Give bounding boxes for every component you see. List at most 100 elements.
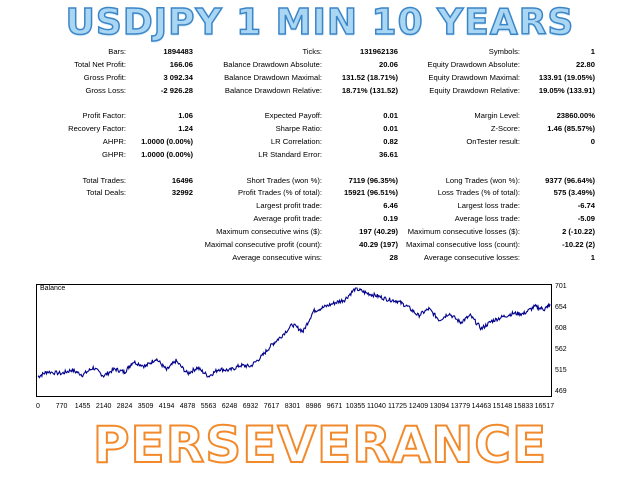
x-tick-label: 8301: [284, 403, 301, 410]
stat-label: Gross Loss:: [85, 85, 126, 95]
balance-chart-frame: [36, 284, 552, 397]
stat-label: Sharpe Ratio:: [275, 124, 322, 134]
stat-label: Equity Drawdown Relative:: [429, 85, 520, 95]
stat-value: 575 (3.49%): [553, 188, 595, 198]
stat-value: -2 926.28: [160, 85, 193, 95]
stat-label: Largest loss trade:: [457, 201, 520, 211]
stat-label: Maximum consecutive losses ($):: [407, 226, 520, 236]
stat-value: 133.91 (19.05%): [538, 72, 595, 82]
x-tick-label: 6932: [242, 403, 259, 410]
stat-value: -10.22 (2): [562, 239, 595, 249]
x-tick-label: 11725: [387, 403, 407, 410]
stat-value: 3 092.34: [163, 72, 193, 82]
stat-value: 22.80: [575, 59, 595, 69]
y-tick-label: 701: [555, 283, 567, 290]
stat-label: OnTester result:: [466, 136, 520, 146]
stat-value: 197 (40.29): [359, 226, 398, 236]
x-tick-label: 14463: [471, 403, 492, 410]
x-tick-label: 6248: [221, 403, 238, 410]
x-tick-label: 4878: [179, 403, 196, 410]
stat-label: LR Standard Error:: [258, 149, 322, 159]
x-tick-label: 10355: [345, 403, 366, 410]
stat-label: Profit Factor:: [82, 111, 126, 121]
stat-label: Maximal consecutive loss (count):: [406, 239, 520, 249]
stat-label: Balance Drawdown Absolute:: [223, 59, 322, 69]
stat-value: 0.01: [383, 124, 398, 134]
x-tick-label: 15148: [492, 403, 513, 410]
stat-value: 1.0000 (0.00%): [141, 149, 193, 159]
stat-value: 131962136: [359, 47, 398, 56]
stat-label: LR Correlation:: [270, 136, 322, 146]
stat-value: 15921 (96.51%): [343, 188, 398, 198]
stat-value: 131.52 (18.71%): [341, 72, 398, 82]
stat-value: 1.46 (85.57%): [547, 124, 595, 134]
stat-label: Expected Payoff:: [264, 111, 322, 121]
x-tick-label: 3509: [137, 403, 154, 410]
stat-label: Ticks:: [302, 47, 322, 56]
y-tick-label: 654: [555, 304, 567, 312]
stat-label: Balance Drawdown Relative:: [224, 85, 322, 95]
stat-label: GHPR:: [101, 149, 126, 159]
stat-label: Balance Drawdown Maximal:: [224, 72, 322, 82]
stat-value: 1.06: [178, 111, 193, 121]
stat-value: 2 (-10.22): [562, 226, 595, 236]
stat-value: 20.06: [378, 59, 398, 69]
stat-label: Maximal consecutive profit (count):: [204, 239, 322, 249]
stat-value: 0.01: [383, 111, 398, 121]
stat-label: Average profit trade:: [253, 214, 322, 224]
report-table: Bars: 1894483 Total Net Profit: 166.06 Gross…: [0, 42, 640, 270]
stat-label: Equity Drawdown Maximal:: [428, 72, 520, 82]
stat-label: Loss Trades (% of total):: [437, 188, 520, 198]
stat-value: 7119 (96.35%): [348, 175, 398, 185]
x-tick-label: 2140: [95, 403, 112, 410]
stat-label: Total Deals:: [86, 188, 126, 198]
stat-label: Recovery Factor:: [68, 124, 126, 134]
page-title: USDJPY 1 MIN 10 YEARS: [65, 1, 575, 44]
stat-label: Largest profit trade:: [256, 201, 322, 211]
stat-value: 166.06: [169, 59, 193, 69]
stat-label: Z-Score:: [490, 124, 520, 134]
stat-label: Margin Level:: [474, 111, 520, 121]
stat-label: Symbols:: [488, 47, 520, 56]
stat-label: Average consecutive wins:: [232, 252, 322, 262]
x-tick-label: 8986: [305, 403, 322, 410]
y-tick-label: 562: [555, 345, 567, 353]
stat-value: 18.71% (131.52): [341, 85, 398, 95]
x-tick-label: 16517: [534, 403, 555, 410]
x-tick-label: 13094: [429, 403, 450, 410]
x-tick-label: 5563: [200, 403, 217, 410]
stat-value: 9377 (96.64%): [545, 175, 595, 185]
balance-chart: [37, 287, 551, 379]
x-tick-label: 4194: [158, 403, 175, 410]
stat-label: Long Trades (won %):: [445, 175, 520, 185]
stat-value: 36.61: [378, 149, 398, 159]
stat-label: Equity Drawdown Absolute:: [427, 59, 520, 69]
stat-label: Maximum consecutive wins ($):: [216, 226, 322, 236]
stat-label: Total Net Profit:: [74, 59, 126, 69]
stat-label: Profit Trades (% of total):: [238, 188, 322, 198]
stat-value: 0: [590, 136, 595, 146]
stat-value: -5.09: [577, 214, 595, 224]
stat-value: 23860.00%: [556, 111, 595, 121]
stat-label: Bars:: [108, 47, 126, 56]
stat-label: Total Trades:: [82, 175, 126, 185]
y-tick-label: 469: [555, 388, 567, 395]
x-tick-label: 2824: [116, 403, 133, 410]
stat-value: 1.0000 (0.00%): [141, 136, 193, 146]
stat-value: 6.46: [383, 201, 398, 211]
y-tick-label: 515: [555, 367, 567, 375]
balance-series-line: [37, 287, 551, 379]
stat-value: -6.74: [577, 201, 595, 211]
stat-label: AHPR:: [102, 136, 126, 146]
stat-label: Average consecutive losses:: [423, 252, 520, 262]
stat-value: 19.05% (133.91): [538, 85, 595, 95]
stat-value: 16496: [171, 175, 193, 185]
stat-value: 1: [590, 252, 595, 262]
stat-value: 0.19: [383, 214, 398, 224]
x-tick-label: 0: [36, 403, 40, 410]
stat-value: 0.82: [383, 136, 398, 146]
x-tick-label: 1455: [74, 403, 91, 410]
stat-label: Short Trades (won %):: [246, 175, 322, 185]
x-tick-label: 7617: [263, 403, 280, 410]
x-tick-label: 15833: [513, 403, 534, 410]
